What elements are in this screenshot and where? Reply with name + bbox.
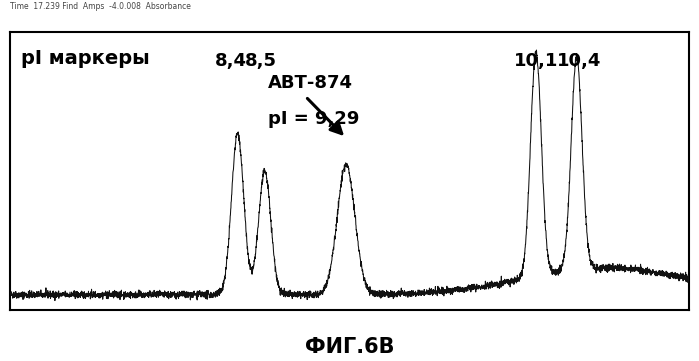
Text: АВТ-874: АВТ-874 [268,74,353,92]
Text: 8,4: 8,4 [215,52,247,70]
Text: ФИГ.6В: ФИГ.6В [305,338,394,357]
Text: pI = 9,29: pI = 9,29 [268,110,359,128]
Text: Time  17.239 Find  Amps  -4.0.008  Absorbance: Time 17.239 Find Amps -4.0.008 Absorbanc… [10,2,192,11]
Text: 8,5: 8,5 [245,52,278,70]
Text: 10,4: 10,4 [556,52,601,70]
Text: pI маркеры: pI маркеры [21,49,150,68]
Text: 10,1: 10,1 [514,52,558,70]
